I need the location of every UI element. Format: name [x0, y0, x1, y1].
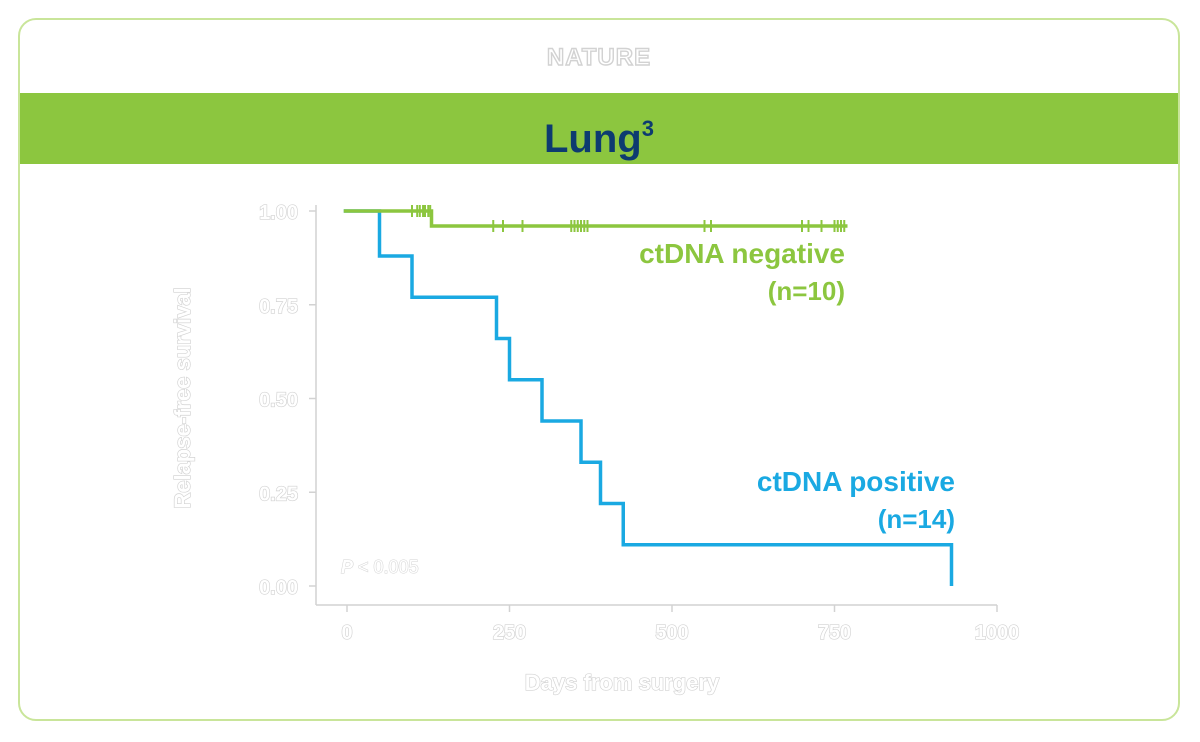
chart-title-text: Lung [544, 117, 642, 161]
series-line-ctdna-positive [343, 209, 954, 586]
y-axis-label: Relapse-free survival [170, 287, 195, 508]
series-line-ctdna-negative [343, 209, 848, 228]
y-tick-label: 0.00 [259, 577, 298, 599]
y-ticks: 0.00 0.25 0.50 0.75 1.00 [258, 201, 316, 600]
chart-title: Lung3 [20, 93, 1178, 175]
p-value-text: < 0.005 [353, 557, 419, 577]
y-tick-label: 0.75 [259, 296, 298, 318]
legend-positive-count: (n=14) [878, 504, 955, 534]
x-tick-label: 500 [655, 622, 688, 644]
figure-card: NATURE Lung3 [18, 18, 1180, 721]
x-tick-label: 750 [818, 622, 851, 644]
x-tick-label: 250 [493, 622, 526, 644]
series-layer [343, 205, 954, 586]
legend-positive-name: ctDNA positive [757, 466, 955, 497]
x-tick-label: 0 [341, 622, 352, 644]
legend-negative-count: (n=10) [768, 276, 845, 306]
y-tick-label: 1.00 [259, 202, 298, 224]
title-banner: Lung3 [20, 93, 1178, 164]
p-value-annotation: P < 0.005 [341, 557, 419, 577]
y-tick-label: 0.50 [259, 390, 298, 412]
y-tick-label: 0.25 [259, 483, 298, 505]
source-label: NATURE [546, 43, 652, 71]
legend-negative-name: ctDNA negative [639, 238, 845, 269]
x-ticks: 0 250 500 750 1000 [341, 605, 1020, 645]
chart-axes [315, 205, 997, 606]
title-reference: 3 [641, 116, 654, 141]
x-tick-label: 1000 [975, 622, 1020, 644]
p-value-symbol: P [341, 557, 354, 577]
x-axis-label: Days from surgery [525, 670, 720, 695]
